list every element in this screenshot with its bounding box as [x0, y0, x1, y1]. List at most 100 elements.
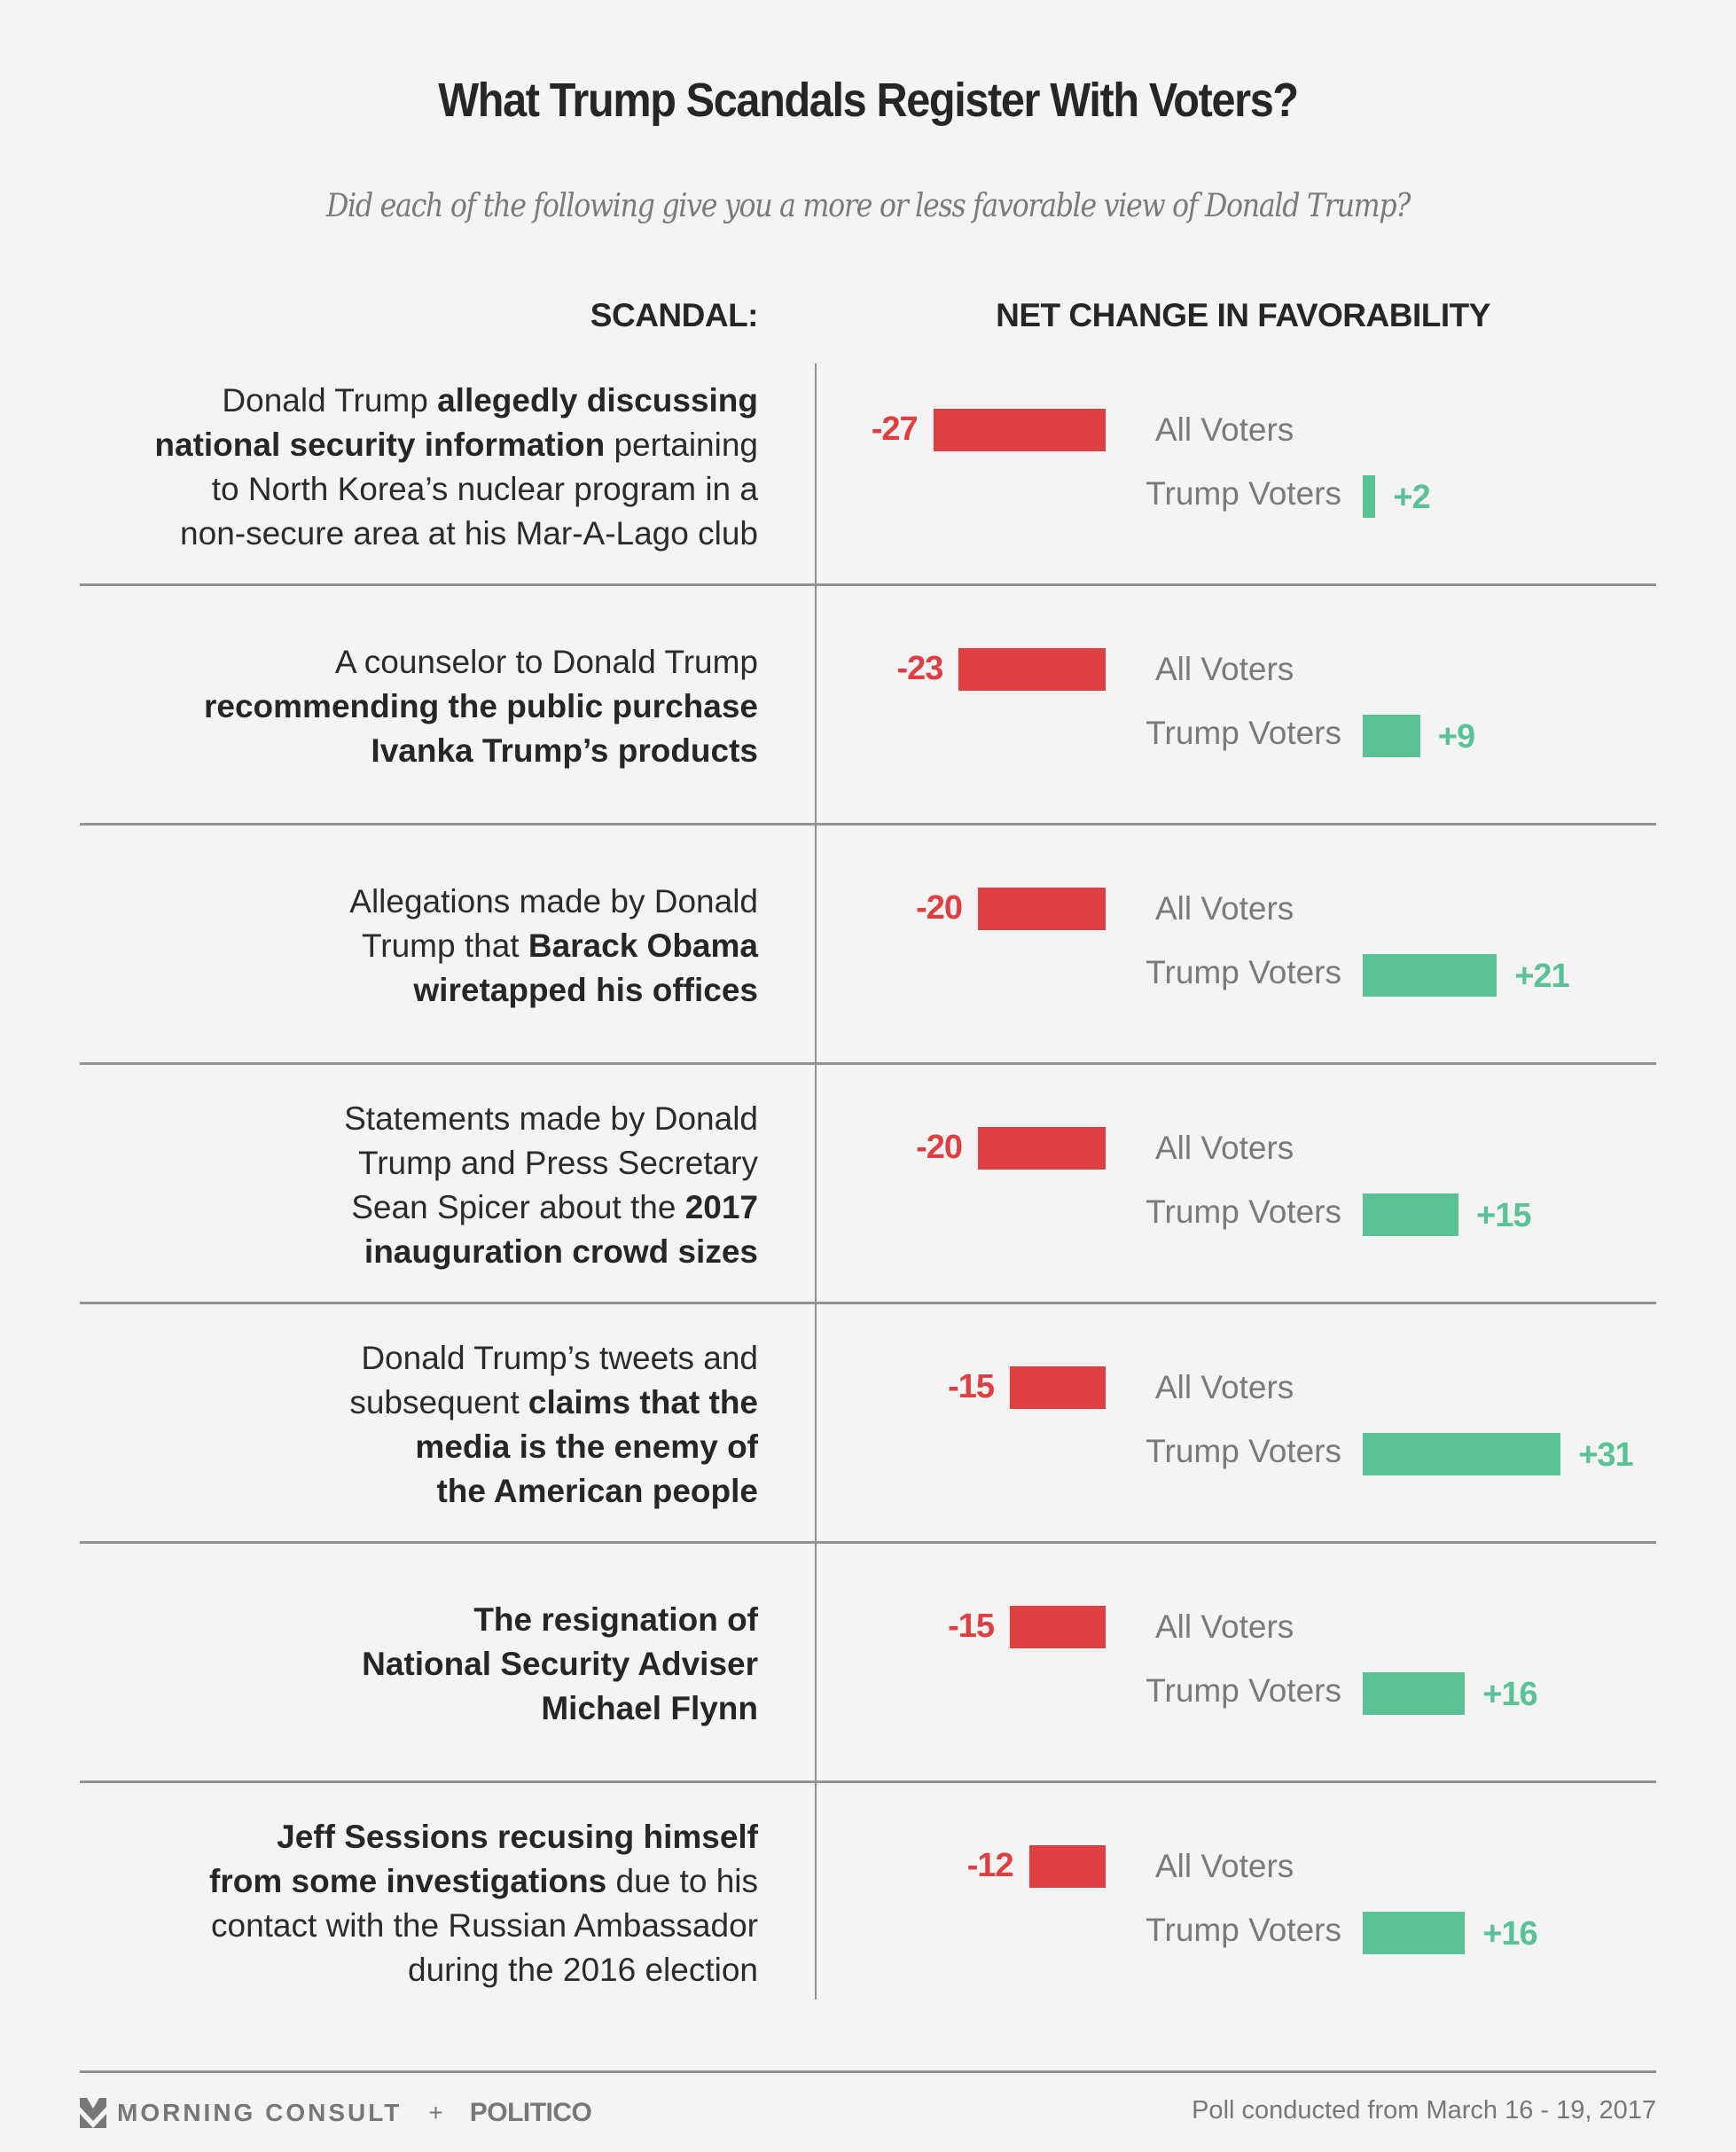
poll-note: Poll conducted from March 16 - 19, 2017	[1192, 2096, 1656, 2125]
regular-text: during the 2016 election	[408, 1952, 758, 1988]
description-line: inauguration crowd sizes	[66, 1230, 758, 1274]
bold-text: National Security Adviser	[362, 1646, 758, 1682]
row-separator	[80, 583, 1656, 586]
regular-text: Donald Trump’s tweets and	[361, 1340, 758, 1376]
regular-text: Statements made by Donald	[344, 1100, 758, 1137]
bold-text: allegedly discussing	[437, 382, 758, 419]
column-divider	[815, 364, 817, 1999]
all-voters-value: -12	[966, 1847, 1014, 1884]
scandal-description: Donald Trump allegedly discussing nationa…	[66, 379, 758, 556]
all-voters-label: All Voters	[1155, 1608, 1294, 1645]
all-voters-value: -20	[916, 1129, 963, 1166]
all-voters-label: All Voters	[1155, 1848, 1294, 1884]
regular-text: Donald Trump	[222, 382, 438, 419]
trump-voters-value: +16	[1482, 1676, 1537, 1713]
all-voters-label: All Voters	[1155, 651, 1294, 687]
bold-text: Michael Flynn	[541, 1690, 758, 1726]
all-voters-label: All Voters	[1155, 1369, 1294, 1405]
all-voters-bar	[958, 648, 1106, 691]
regular-text: pertaining	[605, 426, 758, 463]
trump-voters-label: Trump Voters	[1146, 954, 1341, 990]
bold-text: wiretapped his offices	[413, 972, 758, 1008]
all-voters-bar	[978, 1127, 1106, 1170]
description-line: The resignation of	[66, 1598, 758, 1642]
description-line: Donald Trump allegedly discussing	[66, 379, 758, 423]
trump-voters-label: Trump Voters	[1146, 1672, 1341, 1709]
trump-voters-bar	[1363, 715, 1420, 757]
description-line: Michael Flynn	[66, 1686, 758, 1731]
all-voters-value: -23	[896, 650, 943, 687]
regular-text: to North Korea’s nuclear program in a	[211, 471, 758, 507]
trump-voters-bar	[1363, 475, 1376, 518]
all-voters-value: -27	[871, 411, 919, 448]
bold-text: national security information	[154, 426, 606, 463]
description-line: during the 2016 election	[66, 1948, 758, 1992]
favorability-column-header: NET CHANGE IN FAVORABILITY	[996, 297, 1490, 333]
trump-voters-label: Trump Voters	[1146, 1193, 1341, 1230]
regular-text: Trump that	[362, 927, 528, 964]
row-separator	[80, 1541, 1656, 1544]
trump-voters-label: Trump Voters	[1146, 715, 1341, 751]
description-line: media is the enemy of	[66, 1425, 758, 1469]
description-line: national security information pertaining	[66, 423, 758, 467]
row-separator	[80, 1302, 1656, 1304]
scandal-description: Donald Trump’s tweets and subsequent clai…	[66, 1336, 758, 1514]
bold-text: 2017	[684, 1189, 758, 1225]
regular-text: contact with the Russian Ambassador	[211, 1907, 758, 1944]
trump-voters-bar	[1363, 1912, 1466, 1954]
description-line: non-secure area at his Mar-A-Lago club	[66, 512, 758, 556]
bold-text: inauguration crowd sizes	[364, 1233, 758, 1270]
bold-text: the American people	[436, 1473, 758, 1509]
scandal-column-header: SCANDAL:	[590, 297, 759, 333]
trump-voters-bar	[1363, 954, 1497, 997]
description-line: National Security Adviser	[66, 1642, 758, 1686]
footer-divider	[80, 2070, 1656, 2073]
description-line: Donald Trump’s tweets and	[66, 1336, 758, 1381]
trump-voters-bar	[1363, 1433, 1561, 1475]
description-line: subsequent claims that the	[66, 1381, 758, 1425]
trump-voters-label: Trump Voters	[1146, 1912, 1341, 1948]
scandal-description: Jeff Sessions recusing himself from some …	[66, 1815, 758, 1992]
all-voters-value: -20	[916, 889, 963, 927]
trump-voters-value: +21	[1514, 958, 1569, 995]
bold-text: Barack Obama	[528, 927, 758, 964]
description-line: recommending the public purchase	[66, 685, 758, 729]
scandal-description: The resignation of National Security Advi…	[66, 1598, 758, 1731]
trump-voters-bar	[1363, 1672, 1466, 1715]
footer-brands: MORNING CONSULT + POLITICO	[80, 2098, 592, 2128]
bold-text: recommending the public purchase	[203, 688, 758, 724]
all-voters-bar	[1010, 1366, 1106, 1409]
description-line: A counselor to Donald Trump	[66, 640, 758, 685]
description-line: Allegations made by Donald	[66, 880, 758, 924]
description-line: contact with the Russian Ambassador	[66, 1904, 758, 1948]
all-voters-value: -15	[948, 1368, 995, 1405]
regular-text: non-secure area at his Mar-A-Lago club	[180, 515, 758, 552]
all-voters-bar	[978, 888, 1106, 930]
regular-text: Sean Spicer about the	[351, 1189, 685, 1225]
trump-voters-bar	[1363, 1193, 1458, 1236]
bold-text: claims that the	[528, 1384, 758, 1420]
chart-title: What Trump Scandals Register With Voters…	[438, 74, 1299, 127]
description-line: Ivanka Trump’s products	[66, 729, 758, 773]
brand-plus: +	[428, 2099, 443, 2126]
morning-consult-brand: MORNING CONSULT	[117, 2099, 403, 2126]
trump-voters-label: Trump Voters	[1146, 1433, 1341, 1469]
trump-voters-value: +2	[1393, 479, 1430, 516]
regular-text: Allegations made by Donald	[349, 883, 758, 919]
bold-text: Jeff Sessions recusing himself	[277, 1819, 758, 1855]
all-voters-value: -15	[948, 1608, 995, 1645]
description-line: from some investigations due to his	[66, 1859, 758, 1904]
regular-text: A counselor to Donald Trump	[334, 644, 758, 680]
scandal-description: Statements made by Donald Trump and Press…	[66, 1097, 758, 1274]
regular-text: subsequent	[349, 1384, 528, 1420]
row-separator	[80, 1780, 1656, 1783]
description-line: Sean Spicer about the 2017	[66, 1186, 758, 1230]
bold-text: from some investigations	[209, 1863, 607, 1899]
description-line: Statements made by Donald	[66, 1097, 758, 1141]
all-voters-label: All Voters	[1155, 411, 1294, 448]
trump-voters-value: +15	[1476, 1197, 1531, 1234]
trump-voters-value: +31	[1578, 1436, 1633, 1474]
all-voters-label: All Voters	[1155, 890, 1294, 927]
bold-text: The resignation of	[473, 1601, 758, 1638]
chart-subtitle: Did each of the following give you a mor…	[325, 188, 1411, 224]
